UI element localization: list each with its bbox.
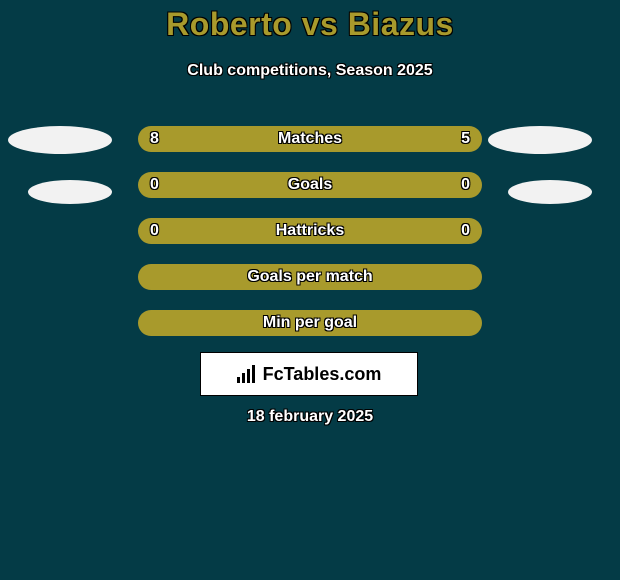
stat-row-min-per-goal: Min per goal (138, 310, 482, 336)
page-title: Roberto vs Biazus (0, 6, 620, 43)
stat-right-value: 0 (461, 222, 470, 240)
stat-row-goals-per-match: Goals per match (138, 264, 482, 290)
player-right-avatar-1 (488, 126, 592, 154)
stat-row-hattricks: 0 Hattricks 0 (138, 218, 482, 244)
stat-label: Goals (288, 176, 332, 194)
stat-label: Goals per match (247, 268, 372, 286)
stat-left-value: 0 (150, 176, 159, 194)
player-left-avatar-2 (28, 180, 112, 204)
logo-text: FcTables.com (263, 364, 382, 385)
comparison-card: Roberto vs Biazus Club competitions, Sea… (0, 0, 620, 580)
stat-row-goals: 0 Goals 0 (138, 172, 482, 198)
stat-left-value: 8 (150, 130, 159, 148)
stat-left-value: 0 (150, 222, 159, 240)
stat-right-value: 5 (461, 130, 470, 148)
stat-right-value: 0 (461, 176, 470, 194)
stat-label: Matches (278, 130, 342, 148)
fctables-logo: FcTables.com (200, 352, 418, 396)
stat-row-matches: 8 Matches 5 (138, 126, 482, 152)
bars-icon (237, 365, 259, 383)
stat-label: Hattricks (276, 222, 344, 240)
player-left-avatar-1 (8, 126, 112, 154)
date-text: 18 february 2025 (0, 408, 620, 426)
subtitle: Club competitions, Season 2025 (0, 62, 620, 80)
player-right-avatar-2 (508, 180, 592, 204)
stat-label: Min per goal (263, 314, 357, 332)
